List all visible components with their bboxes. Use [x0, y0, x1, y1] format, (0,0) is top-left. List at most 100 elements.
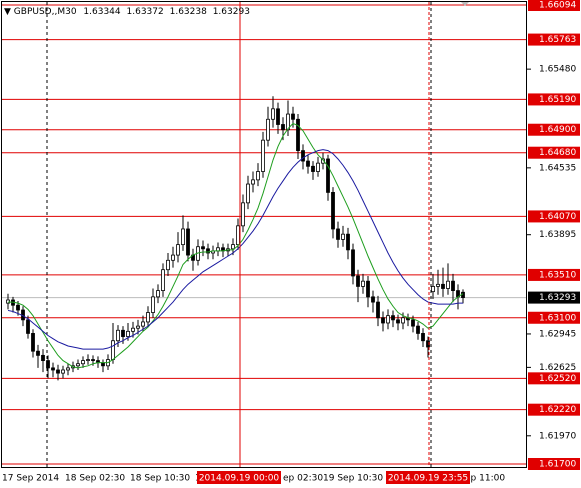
candle-body	[156, 290, 160, 298]
candle-body	[346, 233, 350, 251]
candle-body	[46, 360, 50, 369]
candle-body	[316, 162, 320, 172]
candle-body	[16, 304, 20, 311]
current-price-label: 1.63293	[539, 293, 576, 303]
level-label-box	[528, 458, 580, 470]
low-value: 1.63238	[170, 7, 207, 17]
candle-body	[111, 340, 115, 360]
level-label: 1.64680	[539, 148, 576, 158]
level-label: 1.61700	[539, 460, 576, 470]
level-label: 1.63100	[539, 313, 576, 323]
candle-body	[311, 165, 315, 172]
candle-body	[256, 171, 260, 181]
candle-body	[91, 359, 95, 361]
candle-body	[136, 325, 140, 329]
candle-body	[446, 280, 450, 289]
candle-body	[271, 108, 275, 120]
candle-body	[231, 244, 235, 250]
candle-body	[416, 325, 420, 334]
y-tick-label: 1.63895	[539, 230, 576, 240]
level-label-box	[528, 33, 580, 46]
candle-body	[236, 225, 240, 246]
candle-body	[171, 254, 175, 261]
marker-label-box	[197, 471, 281, 484]
x-tick-label: 19 Sep 10:30	[323, 474, 383, 484]
level-label: 1.64070	[539, 212, 576, 222]
candle-body	[441, 283, 445, 289]
level-label-box	[528, 311, 580, 324]
candle-body	[411, 319, 415, 327]
shift-marker	[461, 2, 469, 6]
candle-body	[301, 150, 305, 162]
candle-body	[421, 333, 425, 342]
level-label-box	[528, 210, 580, 223]
high-value: 1.63372	[127, 7, 164, 17]
candle-body	[361, 280, 365, 287]
level-label: 1.66094	[539, 1, 576, 11]
candle-body	[56, 369, 60, 374]
candle-body	[176, 244, 180, 256]
candle-body	[116, 329, 120, 342]
candle-body	[356, 275, 360, 287]
moving-average	[8, 122, 464, 369]
level-label: 1.64900	[539, 125, 576, 135]
candle-body	[401, 317, 405, 324]
candle-body	[366, 280, 370, 298]
open-value: 1.63344	[83, 7, 120, 17]
level-label-box	[528, 268, 580, 281]
y-tick-label: 1.65480	[539, 65, 576, 75]
candle-body	[131, 327, 135, 332]
y-tick-label: 1.61970	[539, 431, 576, 441]
candle-body	[336, 228, 340, 240]
candle-body	[291, 113, 295, 120]
candle-body	[166, 259, 170, 271]
candle-body	[391, 315, 395, 321]
level-label-box	[528, 146, 580, 159]
candle-body	[381, 317, 385, 324]
candle-body	[276, 108, 280, 125]
x-tick-label: 18 Sep 10:30	[130, 474, 190, 484]
x-tick-label: ep 02:30	[283, 474, 323, 484]
candle-body	[251, 179, 255, 185]
candle-body	[296, 118, 300, 152]
candle-body	[326, 158, 330, 193]
candle-body	[86, 359, 90, 361]
candle-body	[126, 330, 130, 337]
current-price-box	[528, 291, 580, 304]
candle-body	[241, 202, 245, 227]
candle-body	[36, 350, 40, 356]
symbol-title: GBPUSD,,M30	[14, 7, 77, 17]
candle-body	[206, 248, 210, 254]
close-value: 1.63293	[213, 7, 250, 17]
candle-body	[376, 301, 380, 319]
candle-body	[281, 124, 285, 131]
level-label-box	[528, 123, 580, 136]
y-tick-label: 1.64535	[539, 163, 576, 173]
candle-body	[61, 369, 65, 374]
candle-body	[161, 269, 165, 291]
y-tick-label: 1.62945	[539, 329, 576, 339]
level-label: 1.62520	[539, 374, 576, 384]
candle-body	[266, 118, 270, 141]
level-label-box	[528, 0, 580, 11]
candle-body	[451, 280, 455, 291]
x-tick-label: 18 Sep 02:30	[65, 474, 125, 484]
candle-body	[371, 296, 375, 303]
level-label-box	[528, 372, 580, 385]
candle-body	[201, 246, 205, 250]
level-label: 1.63510	[539, 270, 576, 280]
candle-body	[286, 113, 290, 131]
candle-body	[351, 249, 355, 277]
candle-body	[66, 367, 70, 371]
chart-header: ▼ GBPUSD,,M30 1.63344 1.63372 1.63238 1.…	[4, 7, 250, 17]
candle-body	[141, 321, 145, 327]
plot-frame	[1, 1, 527, 468]
level-label-box	[528, 93, 580, 106]
candle-body	[81, 360, 85, 365]
candle-body	[386, 315, 390, 324]
candle-body	[151, 296, 155, 313]
candle-body	[186, 228, 190, 256]
